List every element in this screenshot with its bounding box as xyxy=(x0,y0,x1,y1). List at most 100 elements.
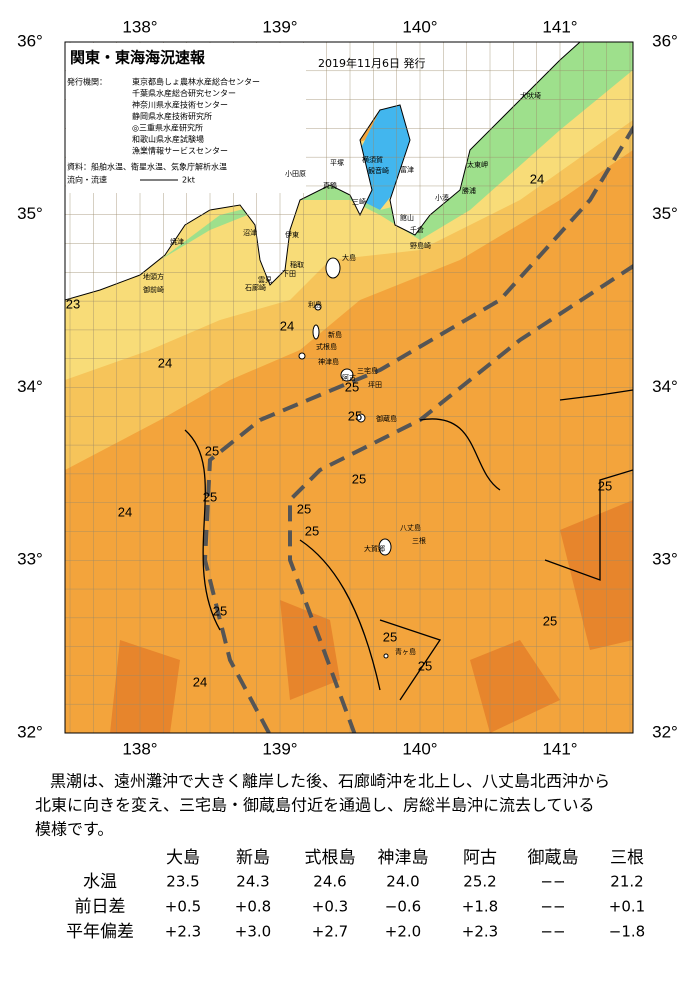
place-name: 三根 xyxy=(412,536,426,545)
table-cell: +2.3 xyxy=(165,923,201,941)
place-name: 石廊崎 xyxy=(245,283,266,292)
place-name: 新島 xyxy=(328,330,342,339)
kuroshio-edge xyxy=(288,263,633,733)
sea-hot xyxy=(110,500,633,733)
map-frame xyxy=(64,41,634,734)
place-name: 大島 xyxy=(342,253,356,262)
table-header: 式根島 xyxy=(305,848,356,868)
place-name: 犬吠埼 xyxy=(520,91,541,100)
current-legend: 流向・流速 xyxy=(67,175,107,185)
temperature-label: 25 xyxy=(345,379,359,394)
place-name: 御前崎 xyxy=(143,285,164,294)
lon-label: 140° xyxy=(402,17,437,36)
temperature-label: 25 xyxy=(305,523,319,538)
place-name: 野島崎 xyxy=(410,241,431,250)
place-name: 勝浦 xyxy=(462,186,476,195)
place-name: 下田 xyxy=(282,270,296,278)
table-header: 阿古 xyxy=(463,848,497,868)
table-header: 新島 xyxy=(236,848,270,868)
lat-label: 32° xyxy=(652,722,678,741)
temperature-label: 25 xyxy=(205,443,219,458)
temperature-label: 25 xyxy=(297,501,311,516)
place-name: 三崎 xyxy=(352,197,366,206)
issuer: 静岡県水産技術研究所 xyxy=(132,111,212,121)
row-label: 平年偏差 xyxy=(66,922,134,942)
table-cell: +0.1 xyxy=(609,898,645,916)
table-cell: −− xyxy=(540,923,565,941)
table-cell: −0.6 xyxy=(385,898,421,916)
table-cell: +2.7 xyxy=(312,923,348,941)
table-cell: 23.5 xyxy=(166,873,199,891)
table-cell: −1.8 xyxy=(609,923,645,941)
issuer: 千葉県水産総合研究センター xyxy=(132,88,236,98)
lon-label: 139° xyxy=(262,17,297,36)
place-name: 小田原 xyxy=(285,169,306,178)
temperature-label: 23 xyxy=(66,296,80,311)
issuer: ◎三重県水産研究所 xyxy=(132,123,203,133)
lat-label: 36° xyxy=(17,31,43,50)
row-label: 前日差 xyxy=(75,897,126,917)
lon-label: 141° xyxy=(542,739,577,758)
table-cell: +0.8 xyxy=(235,898,271,916)
place-name: 焼津 xyxy=(170,237,184,246)
place-name: 阿古 xyxy=(342,373,356,382)
place-name: 横須賀 xyxy=(362,155,383,164)
place-name: 神津島 xyxy=(318,357,339,366)
lon-label: 138° xyxy=(122,739,157,758)
issue-date: 2019年11月6日 発行 xyxy=(318,56,426,70)
lon-label: 141° xyxy=(542,17,577,36)
temperature-label: 25 xyxy=(383,629,397,644)
place-name: 館山 xyxy=(400,213,414,222)
place-name: 観音崎 xyxy=(368,166,389,175)
table-cell: +3.0 xyxy=(235,923,271,941)
table-cell: +1.8 xyxy=(462,898,498,916)
kuroshio-edge xyxy=(202,124,633,733)
issuers: 東京都島しょ農林水産総合センター千葉県水産総合研究センター神奈川県水産技術センタ… xyxy=(132,77,260,156)
temperature-label: 24 xyxy=(280,318,294,333)
place-name: 地頭方 xyxy=(143,272,164,281)
sources: 資料：船舶水温、衛星水温、気象庁解析水温 xyxy=(67,162,227,172)
table-cell: 25.2 xyxy=(463,873,496,891)
table-cell: −− xyxy=(540,898,565,916)
isotherm xyxy=(184,389,633,701)
temperature-label: 25 xyxy=(203,489,217,504)
temperature-label: 25 xyxy=(598,478,612,493)
lat-label: 33° xyxy=(17,550,43,569)
temperature-label: 25 xyxy=(418,658,432,673)
place-name: 小湊 xyxy=(435,193,449,202)
temperature-label: 25 xyxy=(348,408,362,423)
islands xyxy=(298,257,392,659)
map-body xyxy=(65,42,633,733)
summary-line: 北東に向きを変え、三宅島・御蔵島付近を通過し、房総半島沖に流去している xyxy=(35,796,595,815)
temperature-label: 24 xyxy=(118,504,132,519)
lat-label: 35° xyxy=(17,204,43,223)
issuer: 神奈川県水産技術センター xyxy=(132,100,228,110)
temperature-label: 24 xyxy=(193,674,207,689)
temperature-label: 25 xyxy=(543,613,557,628)
place-name: 稲取 xyxy=(290,260,304,269)
temperature-label: 25 xyxy=(213,603,227,618)
lat-label: 33° xyxy=(652,550,678,569)
issuer: 和歌山県水産試験場 xyxy=(132,134,204,144)
issuer-label: 発行機関： xyxy=(67,77,107,87)
place-name: 雲見 xyxy=(258,276,272,284)
place-name: 八丈島 xyxy=(400,523,421,532)
lon-label: 138° xyxy=(122,17,157,36)
place-name: 千倉 xyxy=(410,225,424,234)
map-title: 関東・東海海況速報 xyxy=(70,49,206,67)
table-cell: 24.6 xyxy=(313,873,346,891)
table-header: 大島 xyxy=(166,848,200,868)
table-cell: 24.0 xyxy=(386,873,419,891)
place-name: 伊東 xyxy=(285,230,299,239)
summary-line: 模様です。 xyxy=(35,820,113,839)
current-scale: 2kt xyxy=(182,176,195,185)
row-label: 水温 xyxy=(83,872,117,892)
place-name: 坪田 xyxy=(368,381,382,389)
temperature-label: 24 xyxy=(530,171,544,186)
place-name: 富津 xyxy=(400,165,414,174)
table-cell: +0.5 xyxy=(165,898,201,916)
lon-label: 139° xyxy=(262,739,297,758)
table-cell: +2.0 xyxy=(385,923,421,941)
